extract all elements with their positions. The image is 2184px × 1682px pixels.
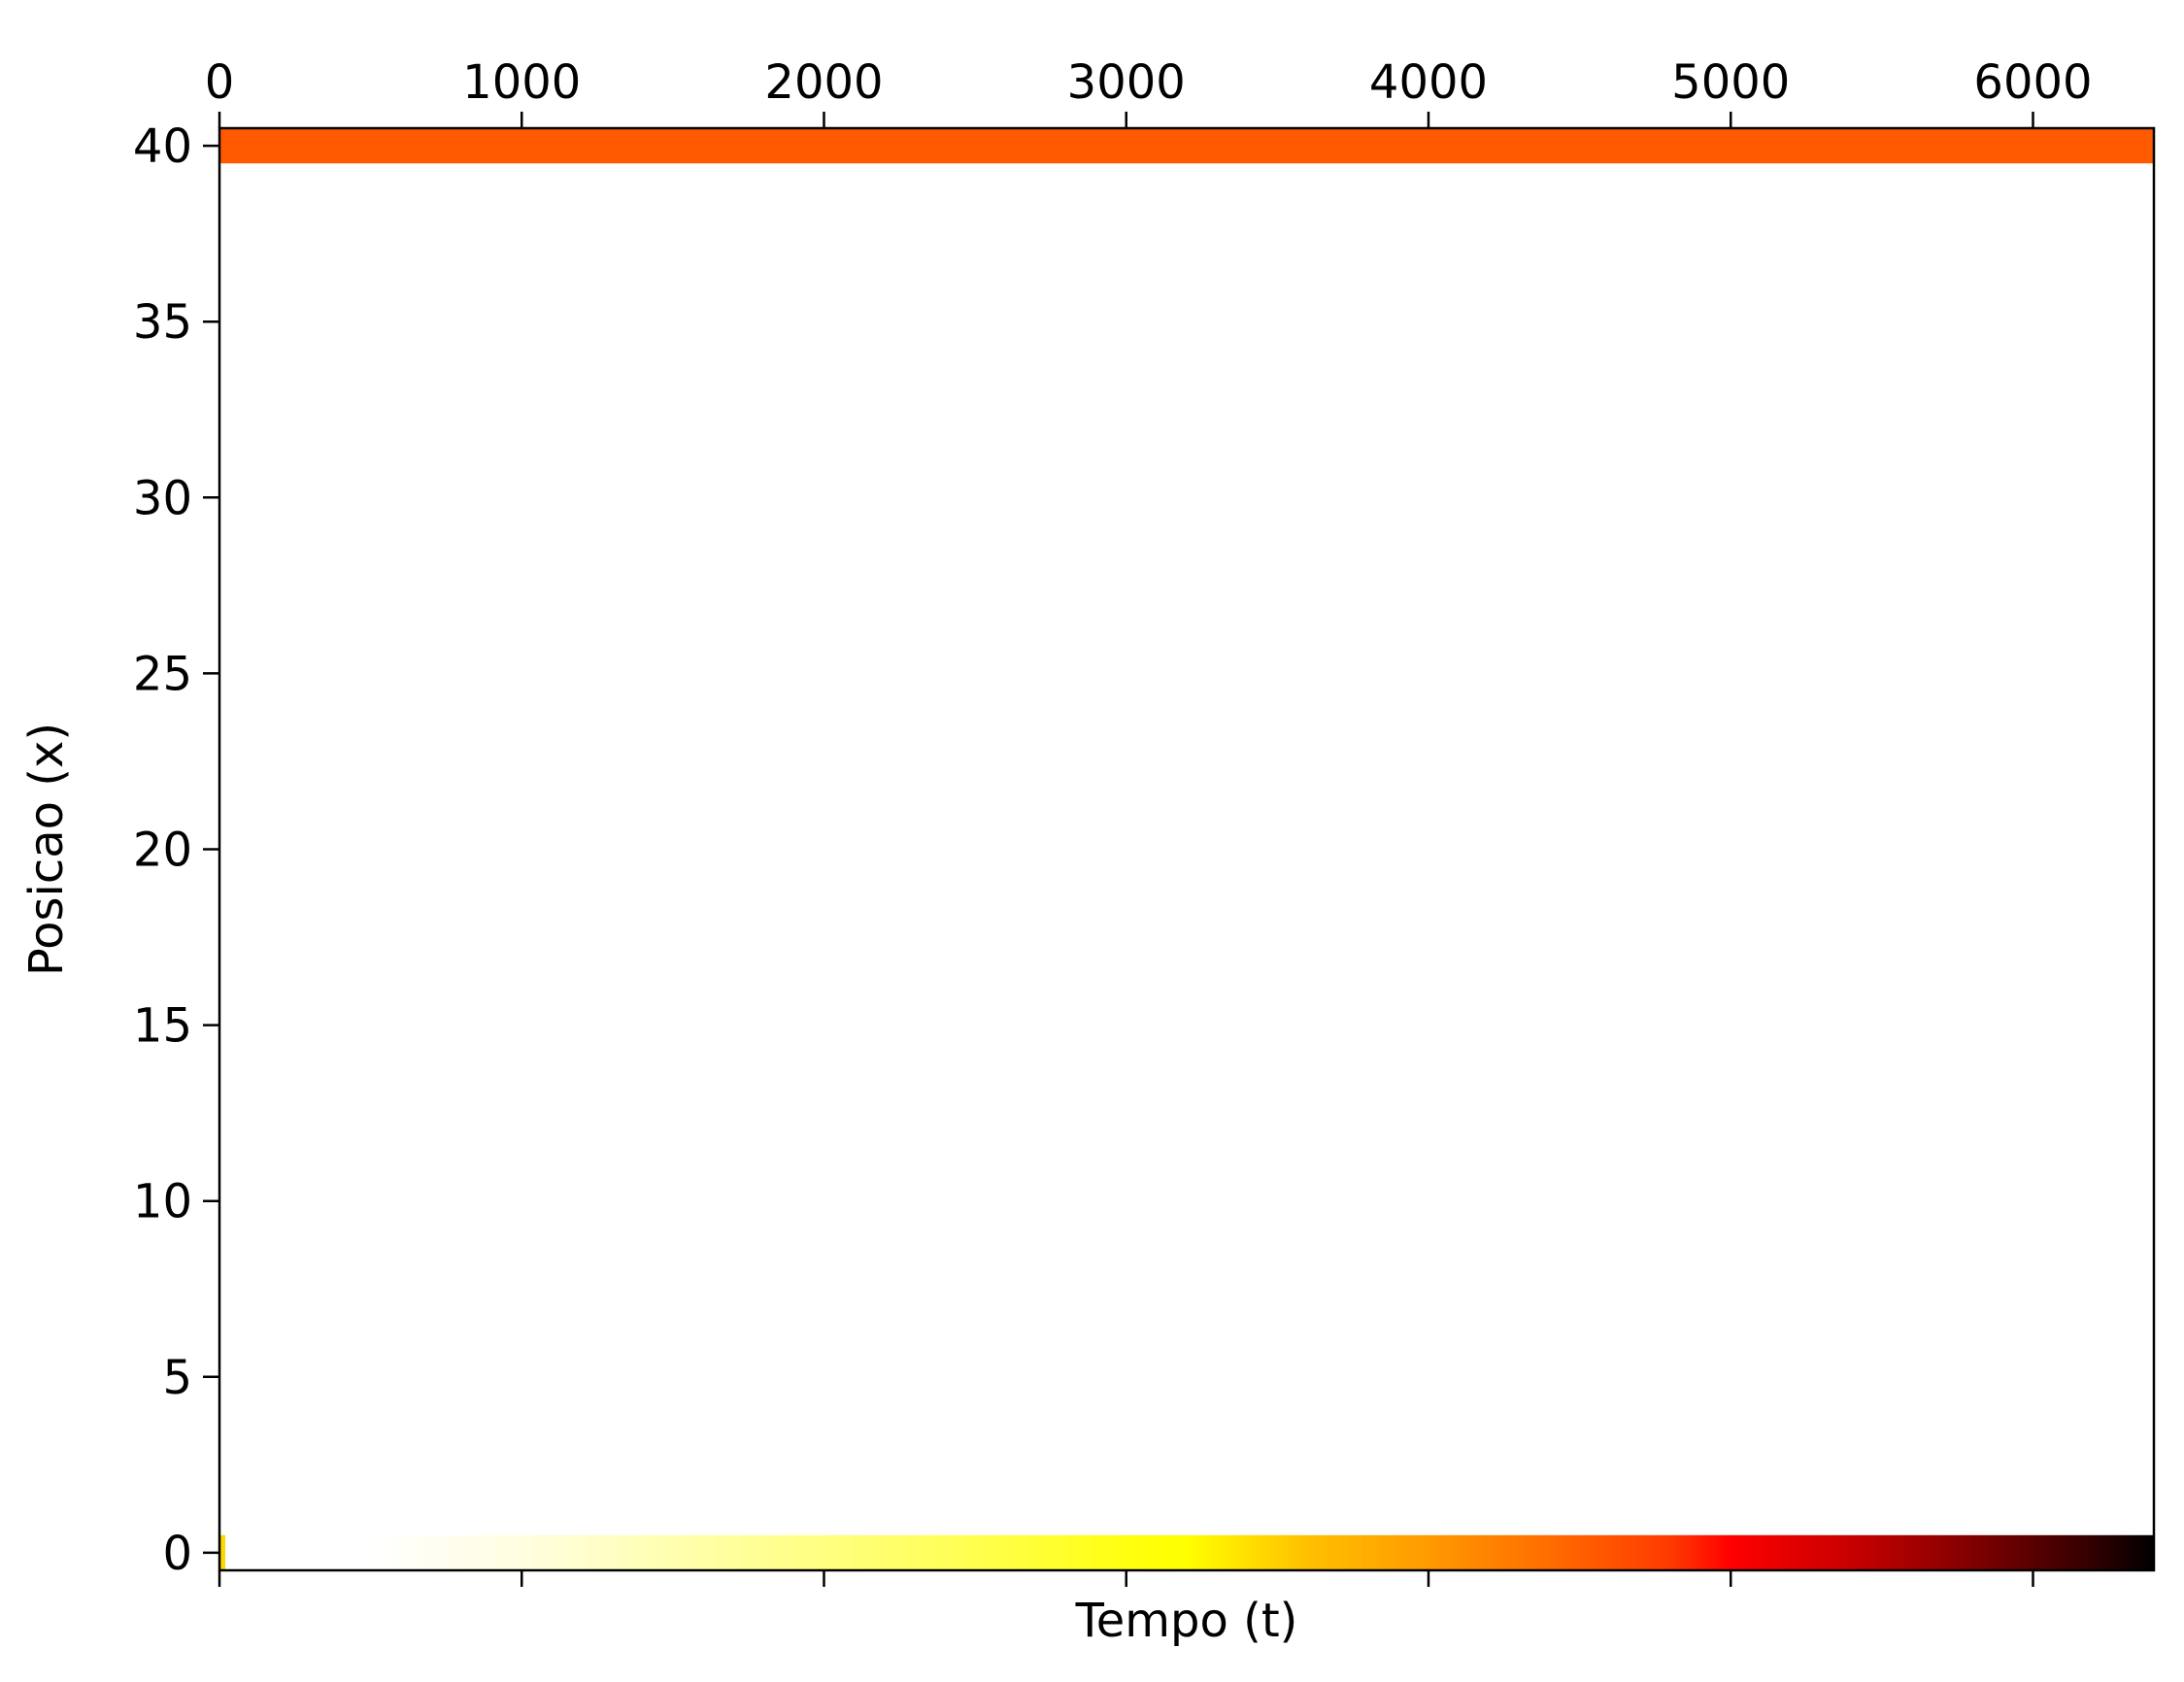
x-tick-label: 0	[205, 55, 235, 110]
plot-background	[219, 128, 2154, 1570]
x-tick-label: 5000	[1671, 55, 1790, 110]
x-tick-label: 3000	[1067, 55, 1186, 110]
heatmap-row-x0	[219, 1534, 2154, 1570]
y-tick-label: 5	[162, 1351, 192, 1405]
y-tick-label: 15	[133, 999, 192, 1054]
y-tick-label: 20	[133, 824, 192, 878]
heatmap-cell-t0-x0	[219, 1534, 225, 1570]
y-tick-label: 30	[133, 471, 192, 525]
y-tick-label: 0	[162, 1527, 192, 1581]
y-axis-label: Posicao (x)	[19, 723, 74, 976]
y-tick-label: 25	[133, 647, 192, 701]
x-tick-label: 1000	[462, 55, 581, 110]
x-tick-label: 2000	[764, 55, 883, 110]
x-tick-label: 6000	[1973, 55, 2092, 110]
y-tick-label: 40	[133, 119, 192, 174]
heatmap-row-x40	[219, 128, 2154, 164]
x-axis-label: Tempo (t)	[1075, 1594, 1298, 1648]
x-tick-label: 4000	[1369, 55, 1488, 110]
axes: 0 1000 2000 3000 4000 5000 6000 0 5 10 15 20 25 30 35 4…	[133, 55, 2156, 1587]
y-tick-label: 35	[133, 295, 192, 350]
plot-area	[219, 128, 2154, 1570]
y-tick-label: 10	[133, 1175, 192, 1229]
